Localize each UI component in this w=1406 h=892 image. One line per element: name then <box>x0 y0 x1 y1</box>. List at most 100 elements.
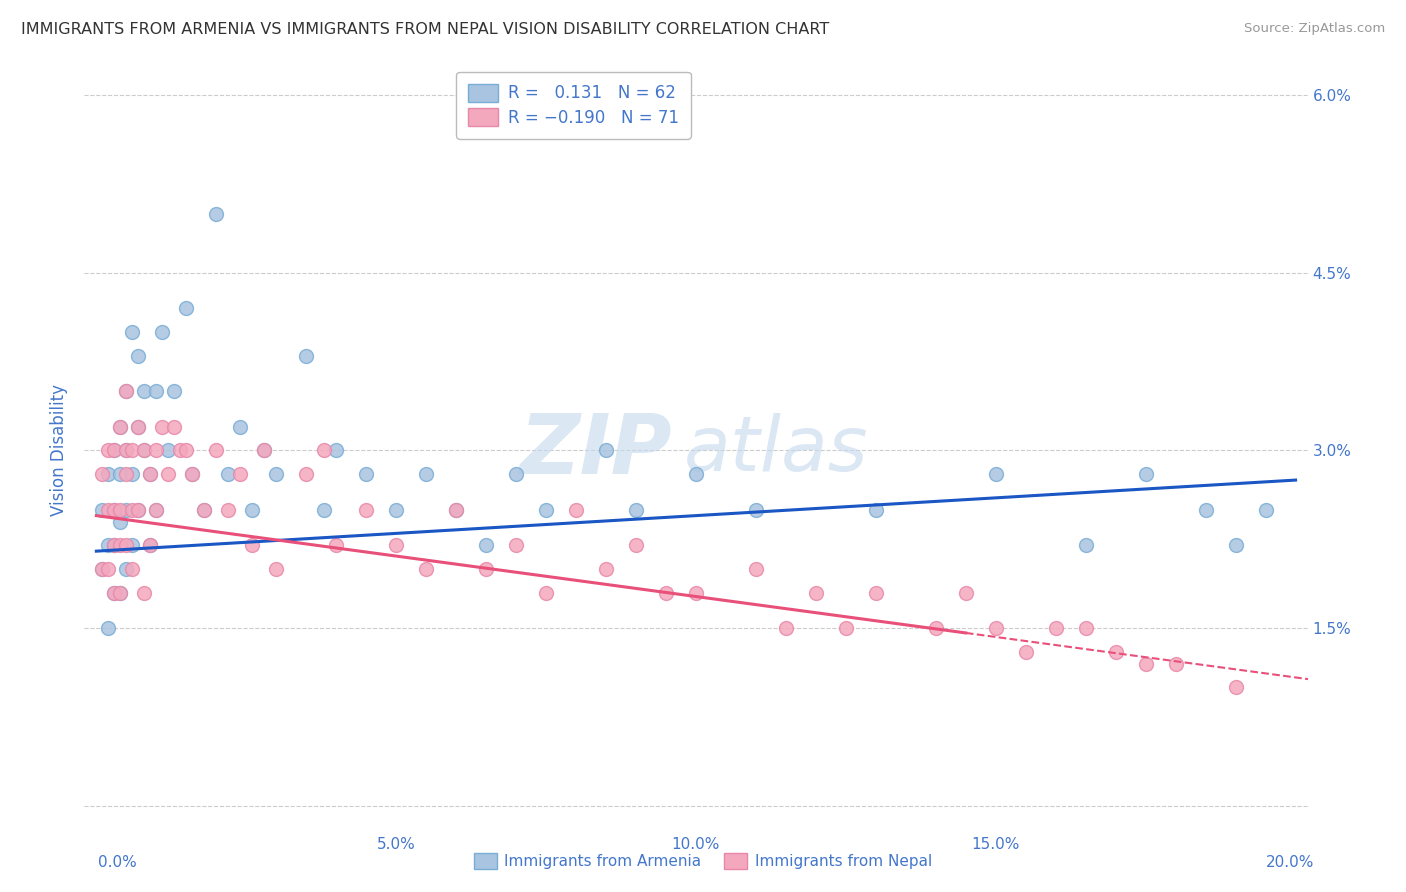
Point <box>145 502 167 516</box>
Point <box>1074 621 1097 635</box>
Point <box>415 562 437 576</box>
Text: ZIP: ZIP <box>519 410 672 491</box>
Point <box>595 562 617 576</box>
Point <box>169 443 191 458</box>
Point <box>103 538 125 552</box>
Point <box>181 467 204 482</box>
Point <box>505 538 527 552</box>
Point <box>91 502 114 516</box>
Point <box>534 585 557 599</box>
Point <box>385 538 408 552</box>
Point <box>110 585 132 599</box>
Point <box>103 585 125 599</box>
Point <box>127 419 149 434</box>
Point <box>103 502 125 516</box>
Point <box>157 443 180 458</box>
Point <box>475 562 498 576</box>
Text: 0.0%: 0.0% <box>98 855 138 870</box>
Point <box>145 443 167 458</box>
Point <box>121 538 143 552</box>
Point <box>91 562 114 576</box>
Point <box>103 443 125 458</box>
Text: atlas: atlas <box>683 414 869 487</box>
Point <box>97 467 120 482</box>
Point <box>1105 645 1128 659</box>
Point <box>110 419 132 434</box>
Point <box>655 585 678 599</box>
Point <box>217 467 239 482</box>
Point <box>97 538 120 552</box>
Point <box>984 621 1007 635</box>
Point <box>150 325 173 339</box>
Point <box>145 384 167 399</box>
Point <box>984 467 1007 482</box>
Point <box>181 467 204 482</box>
Point <box>835 621 858 635</box>
Point <box>163 419 186 434</box>
Point <box>110 538 132 552</box>
Point <box>115 443 138 458</box>
Point <box>110 467 132 482</box>
Point <box>127 349 149 363</box>
Point <box>97 562 120 576</box>
Point <box>217 502 239 516</box>
Point <box>534 502 557 516</box>
Point <box>925 621 948 635</box>
Point <box>1164 657 1187 671</box>
Legend: R =   0.131   N = 62, R = −0.190   N = 71: R = 0.131 N = 62, R = −0.190 N = 71 <box>457 72 690 138</box>
Point <box>103 502 125 516</box>
Point <box>91 467 114 482</box>
Point <box>193 502 215 516</box>
Point <box>295 467 318 482</box>
Point <box>134 443 156 458</box>
Point <box>103 538 125 552</box>
Point <box>775 621 797 635</box>
Point <box>229 467 252 482</box>
Point <box>103 585 125 599</box>
Point <box>110 419 132 434</box>
Point <box>354 467 377 482</box>
Point <box>127 502 149 516</box>
Point <box>415 467 437 482</box>
Point <box>955 585 977 599</box>
Y-axis label: Vision Disability: Vision Disability <box>51 384 69 516</box>
Point <box>115 467 138 482</box>
Point <box>115 384 138 399</box>
Point <box>110 585 132 599</box>
Point <box>97 502 120 516</box>
Point <box>134 443 156 458</box>
Point <box>253 443 276 458</box>
Point <box>1195 502 1218 516</box>
Point <box>157 467 180 482</box>
Point <box>127 419 149 434</box>
Point <box>1225 538 1247 552</box>
Point <box>325 443 347 458</box>
Point <box>240 538 263 552</box>
Point <box>624 538 647 552</box>
Point <box>745 562 768 576</box>
Point <box>205 443 228 458</box>
Point <box>110 502 132 516</box>
Point <box>115 562 138 576</box>
Point <box>804 585 827 599</box>
Point <box>115 538 138 552</box>
Point <box>103 443 125 458</box>
Point <box>253 443 276 458</box>
Point <box>97 443 120 458</box>
Point <box>1015 645 1038 659</box>
Point <box>865 502 887 516</box>
Point <box>264 562 287 576</box>
Text: IMMIGRANTS FROM ARMENIA VS IMMIGRANTS FROM NEPAL VISION DISABILITY CORRELATION C: IMMIGRANTS FROM ARMENIA VS IMMIGRANTS FR… <box>21 22 830 37</box>
Point <box>595 443 617 458</box>
Point <box>444 502 467 516</box>
Point <box>139 467 162 482</box>
Point <box>121 502 143 516</box>
Point <box>1135 467 1157 482</box>
Point <box>163 384 186 399</box>
Point <box>314 502 336 516</box>
Point <box>745 502 768 516</box>
Point <box>139 467 162 482</box>
Point <box>1045 621 1067 635</box>
Point <box>115 502 138 516</box>
Point <box>505 467 527 482</box>
